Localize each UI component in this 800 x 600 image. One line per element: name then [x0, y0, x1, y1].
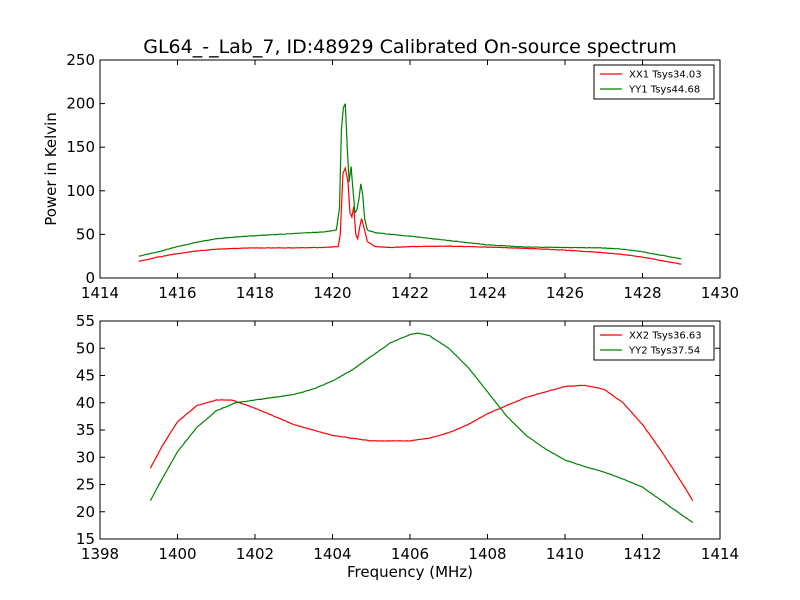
plot2-series-green-line	[149, 332, 694, 524]
plot1-xtick-label: 1422	[391, 284, 429, 302]
plot1-ytick-label: 150	[66, 138, 95, 156]
plot2-xtick-label: 1412	[623, 545, 661, 563]
plot1-ytick-label: 0	[85, 269, 95, 287]
plot2-ytick-label: 20	[76, 503, 95, 521]
plot2-ytick-label: 35	[76, 421, 95, 439]
plot1-ytick-label: 200	[66, 95, 95, 113]
plot2-xtick-label: 1404	[313, 545, 351, 563]
plot1-series-red-line	[138, 165, 682, 265]
plot2-legend-label-red: XX2 Tsys36.63	[629, 331, 702, 342]
plot1-xtick-label: 1416	[158, 284, 196, 302]
plot2-ytick-label: 40	[76, 394, 95, 412]
plot1-xtick-label: 1428	[623, 284, 661, 302]
plot2-legend-box	[593, 325, 715, 361]
plot2-ytick-label: 30	[76, 448, 95, 466]
plot2-xtick-label: 1414	[701, 545, 739, 563]
plot2-ytick-label: 50	[76, 339, 95, 357]
plot1-ytick-label: 100	[66, 182, 95, 200]
plot1-xtick-label: 1430	[701, 284, 739, 302]
plot1-ytick-label: 50	[76, 225, 95, 243]
plot2-xtick-label: 1400	[158, 545, 196, 563]
plot1-xtick-label: 1418	[236, 284, 274, 302]
plot1-legend-label-green: YY1 Tsys44.68	[628, 85, 700, 96]
plot2-xtick-label: 1402	[236, 545, 274, 563]
plot2-series-red-line	[149, 384, 694, 502]
plot2-ytick-label: 55	[76, 312, 95, 330]
plot2-xtick-label: 1398	[81, 545, 119, 563]
plot2-xtick-label: 1410	[546, 545, 584, 563]
plot2-legend-label-green: YY2 Tsys37.54	[628, 346, 700, 357]
plot2-xtick-label: 1408	[468, 545, 506, 563]
plot2-ytick-label: 45	[76, 367, 95, 385]
plot1-xtick-label: 1424	[468, 284, 506, 302]
plot1-xtick-label: 1426	[546, 284, 584, 302]
plot2-ytick-label: 25	[76, 476, 95, 494]
plot1-ytick-label: 250	[66, 51, 95, 69]
plot1-series-green-line	[138, 103, 682, 260]
plot1-legend-box	[593, 64, 715, 100]
plot1-xtick-label: 1414	[81, 284, 119, 302]
plot1-y-axis-label: Power in Kelvin	[42, 112, 60, 226]
figure-title: GL64_-_Lab_7, ID:48929 Calibrated On-sou…	[143, 36, 677, 58]
plot2-ytick-label: 15	[76, 530, 95, 548]
plots-layer: 1414 1416 1418 1420 1422 1424 1426 1428 1430 0 50 1…	[42, 51, 739, 581]
plot2-x-axis-label: Frequency (MHz)	[347, 563, 473, 581]
plot2-xtick-label: 1406	[391, 545, 429, 563]
plot1-legend-label-red: XX1 Tsys34.03	[629, 70, 702, 81]
plot1-xtick-label: 1420	[313, 284, 351, 302]
